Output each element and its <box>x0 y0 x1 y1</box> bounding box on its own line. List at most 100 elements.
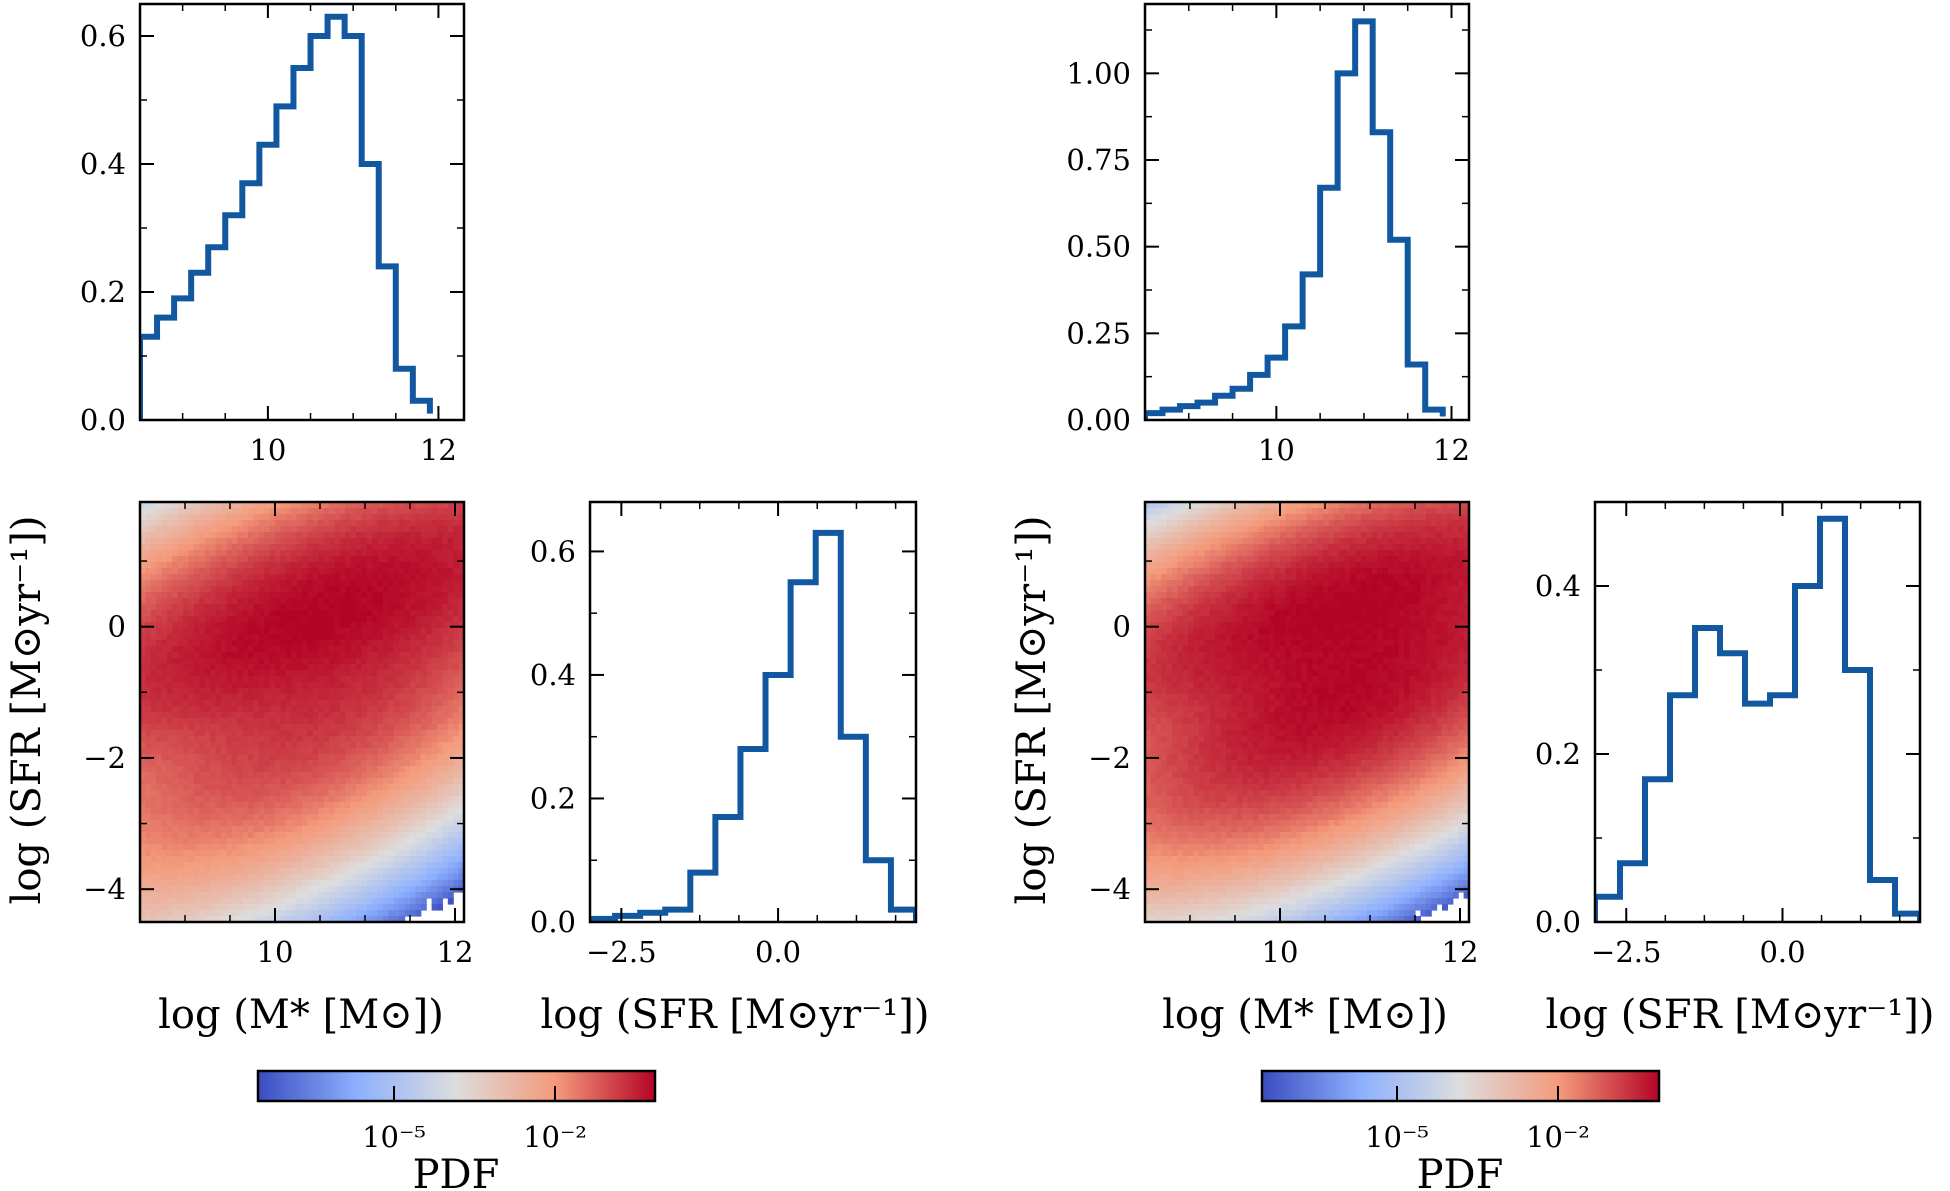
left-joint-mass-sfr-cell <box>366 520 373 527</box>
left-joint-mass-sfr-cell <box>372 700 379 707</box>
left-joint-mass-sfr-cell <box>210 514 217 521</box>
left-joint-mass-sfr-cell <box>194 574 200 581</box>
left-joint-mass-sfr-cell <box>329 574 335 581</box>
left-joint-mass-sfr-cell <box>231 502 238 509</box>
left-joint-mass-sfr-cell <box>269 910 276 917</box>
left-joint-mass-sfr-cell <box>264 622 271 629</box>
left-joint-mass-sfr-cell <box>393 526 400 533</box>
left-joint-mass-sfr-cell <box>226 748 233 755</box>
left-joint-mass-sfr-cell <box>442 856 449 863</box>
left-joint-mass-sfr-cell <box>237 856 244 863</box>
left-joint-mass-sfr-cell <box>345 892 352 899</box>
left-joint-mass-sfr-cell <box>426 718 433 725</box>
left-joint-mass-sfr-cell <box>226 682 233 689</box>
left-joint-mass-sfr-cell <box>269 652 276 659</box>
left-joint-mass-sfr-cell <box>393 796 400 803</box>
left-joint-mass-sfr-cell <box>383 718 389 725</box>
left-joint-mass-sfr-cell <box>221 580 227 587</box>
left-joint-mass-sfr-cell <box>437 586 443 593</box>
left-joint-mass-sfr-cell <box>453 550 460 557</box>
left-joint-mass-sfr-cell <box>253 664 260 671</box>
left-joint-mass-sfr-cell <box>248 916 254 923</box>
left-joint-mass-sfr-cell <box>280 838 287 845</box>
left-joint-mass-sfr-cell <box>323 562 330 569</box>
left-joint-mass-sfr-cell <box>237 616 244 623</box>
left-joint-mass-sfr-cell <box>258 916 265 923</box>
left-joint-mass-sfr-cell <box>420 544 427 551</box>
left-joint-mass-sfr-cell <box>323 574 330 581</box>
left-joint-mass-sfr-cell <box>264 772 271 779</box>
left-joint-mass-sfr-cell <box>285 598 292 605</box>
left-joint-mass-sfr-cell <box>296 736 303 743</box>
left-joint-mass-sfr-cell <box>253 694 260 701</box>
right-joint-mass-sfr-cell <box>1145 514 1151 521</box>
right-joint-mass-sfr-cell <box>1172 502 1178 509</box>
left-joint-mass-sfr-cell <box>399 712 406 719</box>
left-joint-mass-sfr-cell <box>415 700 422 707</box>
left-joint-mass-sfr-cell <box>156 760 163 767</box>
left-joint-mass-sfr-cell <box>323 700 330 707</box>
left-joint-mass-sfr-cell <box>172 814 179 821</box>
left-joint-mass-sfr-cell <box>172 844 179 851</box>
left-joint-mass-sfr-cell <box>345 508 352 515</box>
left-joint-mass-sfr-cell <box>415 694 422 701</box>
left-joint-mass-sfr-cell <box>237 628 244 635</box>
left-mass-marginal-bin-2 <box>174 298 191 420</box>
left-joint-mass-sfr-cell <box>199 808 206 815</box>
left-joint-mass-sfr-cell <box>415 610 422 617</box>
left-joint-mass-sfr-cell <box>177 880 184 887</box>
left-joint-mass-sfr-cell <box>302 550 308 557</box>
left-joint-mass-sfr-cell <box>296 718 303 725</box>
left-joint-mass-sfr-cell <box>307 868 314 875</box>
right-joint-mass-sfr-cell <box>1155 628 1162 635</box>
left-joint-mass-sfr-cell <box>361 820 368 827</box>
left-joint-mass-sfr-cell <box>420 628 427 635</box>
left-joint-mass-sfr-cell <box>431 520 438 527</box>
right-joint-mass-sfr-cell <box>1172 784 1178 791</box>
left-joint-mass-sfr-cell <box>404 790 411 797</box>
left-joint-mass-sfr-cell <box>410 562 416 569</box>
left-joint-mass-sfr-cell <box>145 874 152 881</box>
left-joint-mass-sfr-cell <box>285 892 292 899</box>
left-joint-mass-sfr-cell <box>372 880 379 887</box>
left-joint-mass-sfr-cell <box>231 544 238 551</box>
left-joint-mass-sfr-cell <box>210 790 217 797</box>
left-joint-mass-sfr-cell <box>437 784 443 791</box>
right-joint-mass-sfr-cell <box>1145 856 1151 863</box>
left-joint-mass-sfr-cell <box>393 892 400 899</box>
left-joint-mass-sfr-cell <box>167 730 173 737</box>
left-joint-mass-sfr-cell <box>372 622 379 629</box>
left-joint-mass-sfr-cell <box>383 520 389 527</box>
left-joint-mass-sfr-cell <box>269 814 276 821</box>
left-joint-mass-sfr-cell <box>345 712 352 719</box>
left-joint-mass-sfr-cell <box>334 646 341 653</box>
right-joint-mass-sfr-cell <box>1150 730 1157 737</box>
left-joint-mass-sfr-cell <box>393 532 400 539</box>
left-joint-mass-sfr-cell <box>431 574 438 581</box>
left-joint-mass-sfr-cell <box>345 502 352 509</box>
left-joint-mass-sfr-cell <box>334 760 341 767</box>
left-joint-mass-sfr-cell <box>388 874 395 881</box>
left-joint-mass-sfr-cell <box>420 676 427 683</box>
left-joint-mass-sfr-cell <box>199 538 206 545</box>
left-joint-mass-sfr-cell <box>377 616 384 623</box>
left-joint-mass-sfr-cell <box>269 550 276 557</box>
left-joint-mass-sfr-cell <box>275 916 281 923</box>
left-joint-mass-sfr-cell <box>453 796 460 803</box>
left-joint-mass-sfr-cell <box>231 724 238 731</box>
left-joint-mass-sfr-cell <box>399 892 406 899</box>
left-joint-mass-sfr-cell <box>404 748 411 755</box>
left-joint-mass-sfr-cell <box>431 796 438 803</box>
right-joint-mass-sfr-cell <box>1166 556 1173 563</box>
left-joint-mass-sfr-cell <box>296 850 303 857</box>
right-joint-mass-sfr-cell <box>1150 634 1157 641</box>
left-joint-mass-sfr-cell <box>226 784 233 791</box>
left-joint-mass-sfr-cell <box>140 544 146 551</box>
right-joint-mass-sfr-cell <box>1172 634 1178 641</box>
left-joint-mass-sfr-cell <box>226 712 233 719</box>
left-joint-mass-sfr-cell <box>334 736 341 743</box>
left-joint-mass-sfr-cell <box>221 610 227 617</box>
left-joint-mass-sfr-cell <box>302 772 308 779</box>
right-joint-mass-sfr-cell <box>1161 856 1168 863</box>
left-joint-mass-sfr-cell <box>226 862 233 869</box>
